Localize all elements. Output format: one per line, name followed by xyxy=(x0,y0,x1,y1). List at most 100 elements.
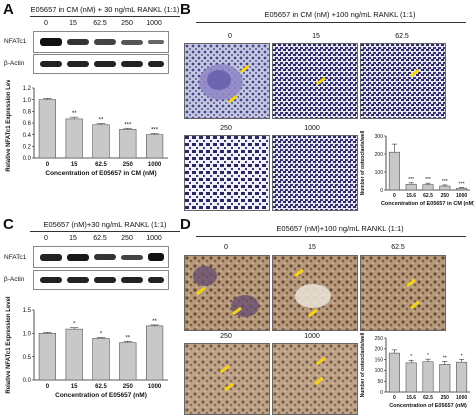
panel-b-image-label-4: 1000 xyxy=(304,125,320,132)
panel-d-micrograph-3 xyxy=(184,343,270,415)
panel-label-c: C xyxy=(3,216,14,233)
chart-a-bar-2 xyxy=(92,124,110,159)
panel-label-d: D xyxy=(180,216,191,233)
chart-d-significance-3: ** xyxy=(443,355,447,361)
chart-c-y-tick-label-0: 0.0 xyxy=(23,378,32,384)
chart-c-x-tick-label-2: 62.5 xyxy=(95,384,107,390)
chart-c-y-tick-label-1: 0.5 xyxy=(23,355,32,361)
panel-b-micrograph-4-texture xyxy=(273,136,357,210)
panel-d-micrograph-0 xyxy=(184,255,270,331)
panel-d-image-label-2: 62.5 xyxy=(391,244,405,251)
chart-d-y-tick-label-4: 200 xyxy=(375,347,384,353)
chart-b-significance-3: *** xyxy=(442,179,448,185)
chart-a-x-tick-label-1: 15 xyxy=(71,162,78,168)
panel-d-micrograph-1-texture xyxy=(273,256,357,330)
panel-b-header: E05657 in CM (nM) +100 ng/mL RANKL (1:1) xyxy=(264,10,416,19)
chart-c-x-tick-label-1: 15 xyxy=(71,384,78,390)
panel-b-image-label-0: 0 xyxy=(228,33,232,40)
chart-c-bar-1 xyxy=(65,328,83,381)
chart-b-x-tick-label-4: 1000 xyxy=(456,193,467,199)
chart-d-y-tick-label-2: 100 xyxy=(375,368,384,374)
panel-b-micrograph-0 xyxy=(184,43,270,119)
chart-d-bar-1 xyxy=(405,362,417,393)
panel-a-lane-3: 250 xyxy=(121,20,133,27)
chart-b-significance-4: *** xyxy=(459,181,465,187)
chart-b-y-axis-label: Number of osteoclasts/well xyxy=(360,130,366,195)
chart-c-bar-4 xyxy=(145,325,164,381)
panel-a-blot-actin xyxy=(33,54,169,74)
panel-d-header-line xyxy=(196,236,466,237)
chart-a-y-tick-label-5: 1.0 xyxy=(23,98,32,104)
chart-c-y-tick-label-2: 1.0 xyxy=(23,331,32,337)
chart-a-y-tick-label-0: 0.0 xyxy=(23,156,32,162)
chart-d-y-axis-label: Number of osteoclasts/well xyxy=(360,332,366,397)
chart-a-y-tick-label-6: 1.2 xyxy=(23,86,32,92)
panel-a-lane-2: 62.5 xyxy=(93,20,107,27)
chart-a-bar-3 xyxy=(119,129,137,159)
chart-d-y-tick-label-5: 250 xyxy=(375,336,384,342)
panel-d-micrograph-3-texture xyxy=(185,344,269,414)
panel-a-lane-1: 15 xyxy=(69,20,77,27)
panel-a-chart: 0.0 0.2 0.4 0.6 0.8 1.0 1.2 0 ** 15 ** 62.5 *** 250 **… xyxy=(6,80,168,177)
panel-d-image-label-1: 15 xyxy=(308,244,316,251)
panel-c-blot-label-actin: β-Actin xyxy=(4,276,25,283)
panel-b-micrograph-4 xyxy=(272,135,358,211)
chart-b-bar-0 xyxy=(388,151,400,191)
chart-a-significance-3: *** xyxy=(124,122,132,128)
panel-b-header-line xyxy=(196,22,466,23)
panel-d-image-label-3: 250 xyxy=(220,333,232,340)
panel-c-lane-4: 1000 xyxy=(146,235,162,242)
chart-c-significance-3: ** xyxy=(125,335,130,341)
chart-a-y-axis-label: Relative NFATc1 Expression Level xyxy=(6,80,12,172)
chart-a-y-tick-label-1: 0.2 xyxy=(23,144,32,150)
panel-b-micrograph-3-texture xyxy=(185,136,269,210)
panel-c-lane-0: 0 xyxy=(44,235,48,242)
chart-a-bar-1 xyxy=(65,118,83,159)
chart-c-bar-2 xyxy=(92,338,110,381)
chart-a-x-tick-label-2: 62.5 xyxy=(95,162,107,168)
chart-b-y-tick-label-3: 300 xyxy=(375,134,384,140)
chart-d-x-tick-label-0: 0 xyxy=(393,395,396,401)
chart-b-y-tick-label-0: 0 xyxy=(380,188,383,194)
panel-c-blot-actin-bands xyxy=(40,277,164,283)
chart-c-x-tick-label-4: 1000 xyxy=(148,384,162,390)
panel-label-a: A xyxy=(3,1,14,18)
chart-a-y-tick-label-4: 0.8 xyxy=(23,109,32,115)
panel-b-micrograph-2 xyxy=(360,43,446,119)
panel-d-micrograph-2 xyxy=(360,255,446,331)
panel-b-micrograph-1-texture xyxy=(273,44,357,118)
chart-d-x-tick-label-1: 15.6 xyxy=(406,395,416,401)
panel-c-header-line xyxy=(30,231,180,232)
panel-b-image-label-2: 62.5 xyxy=(395,33,409,40)
chart-a-x-tick-label-3: 250 xyxy=(123,162,134,168)
chart-b-bar-1 xyxy=(405,183,417,191)
chart-d-x-tick-label-3: 250 xyxy=(441,395,450,401)
chart-b-x-tick-label-1: 15.6 xyxy=(406,193,416,199)
chart-d-significance-4: * xyxy=(461,353,463,359)
panel-c-chart: 0.0 0.5 1.0 1.5 0 * 15 * 62.5 ** 250 ** 1000Concentr… xyxy=(6,296,168,399)
panel-b-image-label-1: 15 xyxy=(312,33,320,40)
panel-a-blot-nfatc1-bands xyxy=(40,38,164,46)
panel-a-blot-label-nfatc1: NFATc1 xyxy=(4,38,27,45)
chart-a-x-tick-label-4: 1000 xyxy=(148,162,162,168)
panel-c-lane-2: 62.5 xyxy=(93,235,107,242)
chart-a-x-tick-label-0: 0 xyxy=(46,162,50,168)
chart-d-bar-2 xyxy=(422,361,434,393)
chart-c-x-tick-label-3: 250 xyxy=(123,384,134,390)
panel-d-image-label-0: 0 xyxy=(224,244,228,251)
panel-b-image-label-3: 250 xyxy=(220,125,232,132)
chart-d-bar-4 xyxy=(456,361,468,393)
chart-b-y-tick-label-2: 200 xyxy=(375,152,384,158)
panel-d-micrograph-4-texture xyxy=(273,344,357,414)
chart-c-significance-4: ** xyxy=(152,319,157,325)
chart-d-significance-2: * xyxy=(427,353,429,359)
chart-a-x-axis-label: Concentration of E05657 in CM (nM) xyxy=(45,170,156,177)
chart-b-y-tick-label-1: 100 xyxy=(375,170,384,176)
panel-a-blot-actin-bands xyxy=(40,61,164,67)
panel-b-chart: 0 100 200 300 0 *** 15.6 *** 62.5 *** 250 *** 1000 Co… xyxy=(360,130,474,207)
panel-c-lane-3: 250 xyxy=(121,235,133,242)
chart-b-bar-2 xyxy=(422,184,434,191)
chart-d-significance-1: * xyxy=(410,354,412,360)
chart-b-bar-3 xyxy=(439,185,451,191)
panel-d-micrograph-2-texture xyxy=(361,256,445,330)
